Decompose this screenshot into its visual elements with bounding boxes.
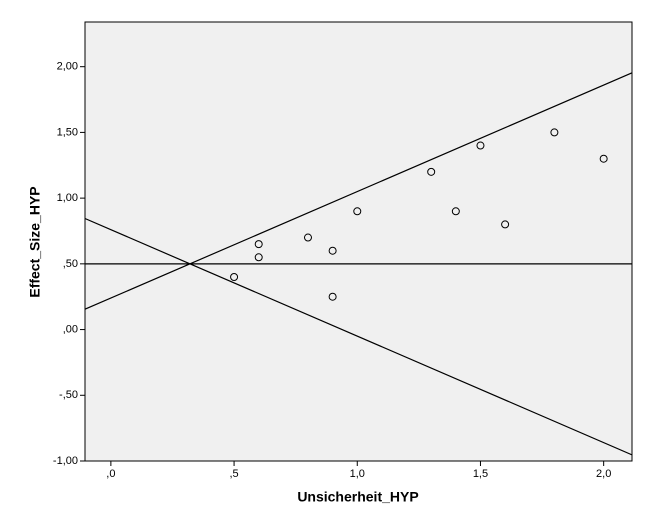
data-point [254,240,263,249]
x-tick-label: 2,0 [596,468,611,480]
y-tick-label: 2,00 [57,61,78,73]
x-tick-label: ,0 [106,468,115,480]
data-point [353,207,362,216]
data-point [328,246,337,255]
data-point [476,141,485,150]
data-point [599,154,608,163]
reference-line [85,217,632,456]
data-point [303,233,312,242]
y-tick-label: 1,00 [57,192,78,204]
x-tick-label: ,5 [229,468,238,480]
x-tick-label: 1,0 [350,468,365,480]
reference-lines [85,72,632,456]
plot-area [84,21,633,462]
data-point [230,272,239,281]
data-point [254,253,263,262]
data-point [328,292,337,301]
data-point [451,207,460,216]
y-tick-label: ,00 [63,323,78,335]
reference-line [85,72,632,310]
data-point [427,167,436,176]
x-tick-label: 1,5 [473,468,488,480]
y-tick-label: ,50 [63,258,78,270]
y-tick-label: 1,50 [57,126,78,138]
y-tick-label: -,50 [59,389,78,401]
data-point [550,128,559,137]
y-axis-title: Effect_Size_HYP [27,186,43,297]
y-tick-label: -1,00 [53,455,78,467]
x-axis-title: Unsicherheit_HYP [297,489,418,505]
data-point [501,220,510,229]
